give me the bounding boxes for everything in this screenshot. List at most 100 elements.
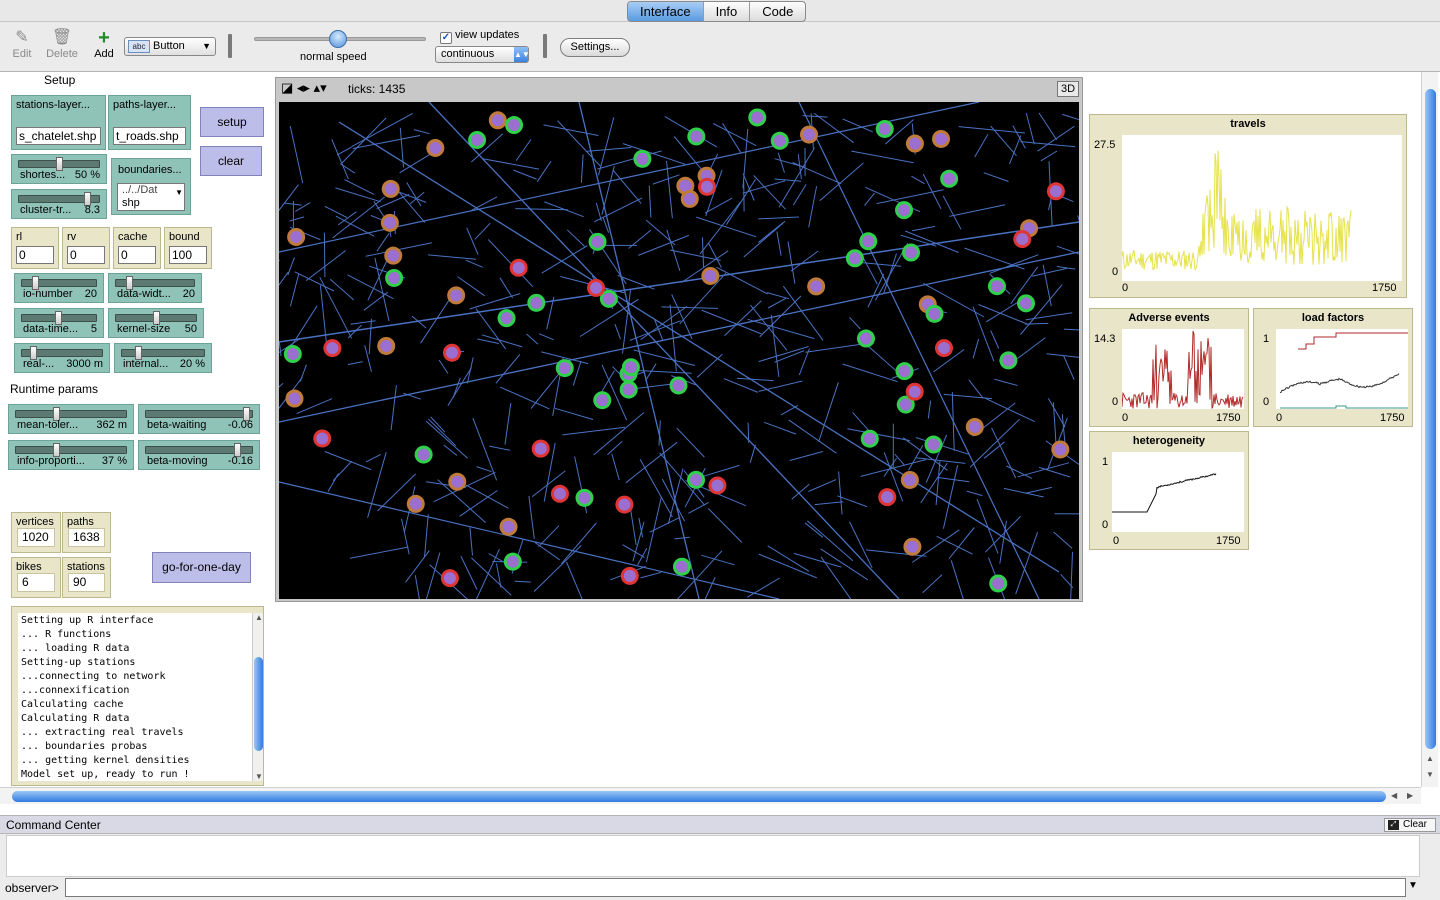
slider-knob[interactable] — [153, 311, 160, 325]
bike-station[interactable] — [499, 517, 518, 536]
scroll-right-icon[interactable]: ▶ — [1407, 791, 1414, 800]
bike-station[interactable] — [748, 108, 767, 127]
data-time-slider[interactable]: data-time... 5 — [14, 308, 104, 338]
bike-station[interactable] — [620, 566, 639, 585]
bike-station[interactable] — [680, 189, 699, 208]
bike-station[interactable] — [488, 111, 507, 130]
add-button[interactable]: + Add — [92, 28, 116, 60]
scroll-up-icon[interactable]: ▲ — [1426, 754, 1434, 763]
output-scroll-thumb[interactable] — [254, 657, 263, 751]
view-control-icons[interactable]: ◪ ◂▸ ▴▾ — [281, 80, 327, 95]
bike-station[interactable] — [587, 278, 606, 297]
slider-knob[interactable] — [30, 346, 37, 360]
bike-station[interactable] — [633, 149, 652, 168]
bike-station[interactable] — [588, 232, 607, 251]
expand-icon[interactable]: ⤢ — [1388, 820, 1399, 830]
scroll-down-icon[interactable]: ▼ — [1426, 770, 1434, 779]
bike-station[interactable] — [900, 470, 919, 489]
bike-station[interactable] — [380, 213, 399, 232]
bike-station[interactable] — [527, 293, 546, 312]
bike-station[interactable] — [1016, 294, 1035, 313]
bike-station[interactable] — [856, 329, 875, 348]
bike-station[interactable] — [599, 289, 618, 308]
bike-station[interactable] — [859, 232, 878, 251]
bound-input[interactable]: bound 100 — [164, 227, 212, 269]
rv-value[interactable]: 0 — [67, 246, 105, 264]
bike-station[interactable] — [447, 286, 466, 305]
clear-history-button[interactable]: ⤢ Clear — [1384, 818, 1436, 832]
bike-station[interactable] — [896, 395, 915, 414]
bike-station[interactable] — [701, 266, 720, 285]
scroll-left-icon[interactable]: ◀ — [1391, 791, 1398, 800]
bike-station[interactable] — [323, 339, 342, 358]
rl-input[interactable]: rl 0 — [11, 227, 59, 269]
data-width-slider[interactable]: data-widt... 20 — [108, 273, 202, 303]
horizontal-scroll-thumb[interactable] — [12, 791, 1386, 802]
bike-station[interactable] — [497, 309, 516, 328]
bike-station[interactable] — [903, 537, 922, 556]
cache-value[interactable]: 0 — [118, 246, 156, 264]
mean-tolerance-slider[interactable]: mean-toler... 362 m — [8, 404, 134, 434]
bike-station[interactable] — [615, 495, 634, 514]
bike-station[interactable] — [987, 277, 1006, 296]
bike-station[interactable] — [905, 134, 924, 153]
widget-type-select[interactable]: abc Button ▼ — [124, 37, 216, 56]
bike-station[interactable] — [1046, 182, 1065, 201]
bike-station[interactable] — [555, 359, 574, 378]
bike-station[interactable] — [285, 389, 304, 408]
map-canvas[interactable] — [279, 102, 1079, 599]
delete-button[interactable]: 🗑 Delete — [44, 28, 80, 60]
command-input[interactable] — [65, 878, 1406, 897]
speed-slider-knob[interactable] — [329, 30, 347, 48]
boundaries-chooser[interactable]: boundaries... ../../Dat shp ▼ — [111, 158, 191, 215]
bike-station[interactable] — [878, 488, 897, 507]
update-mode-select[interactable]: continuous ▲▼ — [435, 46, 530, 63]
bike-station[interactable] — [989, 574, 1008, 593]
history-dropdown-icon[interactable]: ▼ — [1408, 880, 1418, 891]
settings-button[interactable]: Settings... — [560, 38, 630, 57]
view-updates-checkbox[interactable]: ✓ view updates — [440, 29, 519, 44]
vertical-scroll-thumb[interactable] — [1425, 89, 1436, 749]
slider-knob[interactable] — [243, 407, 250, 421]
bike-station[interactable] — [807, 277, 826, 296]
bike-station[interactable] — [999, 351, 1018, 370]
bike-station[interactable] — [531, 439, 550, 458]
bike-station[interactable] — [965, 417, 984, 436]
tab-code[interactable]: Code — [762, 4, 794, 19]
bike-station[interactable] — [621, 358, 640, 377]
bike-station[interactable] — [924, 435, 943, 454]
bike-station[interactable] — [895, 362, 914, 381]
slider-knob[interactable] — [135, 346, 142, 360]
bike-station[interactable] — [905, 382, 924, 401]
rl-value[interactable]: 0 — [16, 246, 54, 264]
bike-station[interactable] — [283, 345, 302, 364]
tab-info[interactable]: Info — [704, 2, 751, 21]
cluster-slider[interactable]: cluster-tr... 8.3 — [11, 189, 107, 219]
shortest-slider[interactable]: shortes... 50 % — [11, 154, 107, 184]
observer-prompt[interactable]: observer> — [5, 881, 59, 895]
bike-station[interactable] — [468, 130, 487, 149]
bike-station[interactable] — [505, 116, 524, 135]
bike-station[interactable] — [687, 127, 706, 146]
3d-view-button[interactable]: 3D — [1057, 81, 1079, 97]
bike-station[interactable] — [1051, 440, 1070, 459]
bike-station[interactable] — [593, 391, 612, 410]
bike-station[interactable] — [381, 179, 400, 198]
stations-layer-input[interactable]: stations-layer... s_chatelet.shp — [11, 95, 106, 150]
paths-layer-value[interactable]: t_roads.shp — [113, 127, 186, 145]
bike-station[interactable] — [426, 138, 445, 157]
paths-layer-input[interactable]: paths-layer... t_roads.shp — [108, 95, 191, 150]
beta-waiting-slider[interactable]: beta-waiting -0.06 — [138, 404, 260, 434]
scroll-down-icon[interactable]: ▼ — [255, 772, 263, 781]
internal-slider[interactable]: internal... 20 % — [114, 343, 212, 373]
bike-station[interactable] — [925, 304, 944, 323]
bike-station[interactable] — [669, 376, 688, 395]
stations-layer-value[interactable]: s_chatelet.shp — [16, 127, 101, 145]
tab-interface[interactable]: Interface — [628, 2, 704, 21]
bound-value[interactable]: 100 — [169, 246, 207, 264]
slider-knob[interactable] — [234, 443, 241, 457]
bike-station[interactable] — [932, 129, 951, 148]
slider-knob[interactable] — [32, 276, 39, 290]
bike-station[interactable] — [902, 243, 921, 262]
bike-station[interactable] — [287, 227, 306, 246]
